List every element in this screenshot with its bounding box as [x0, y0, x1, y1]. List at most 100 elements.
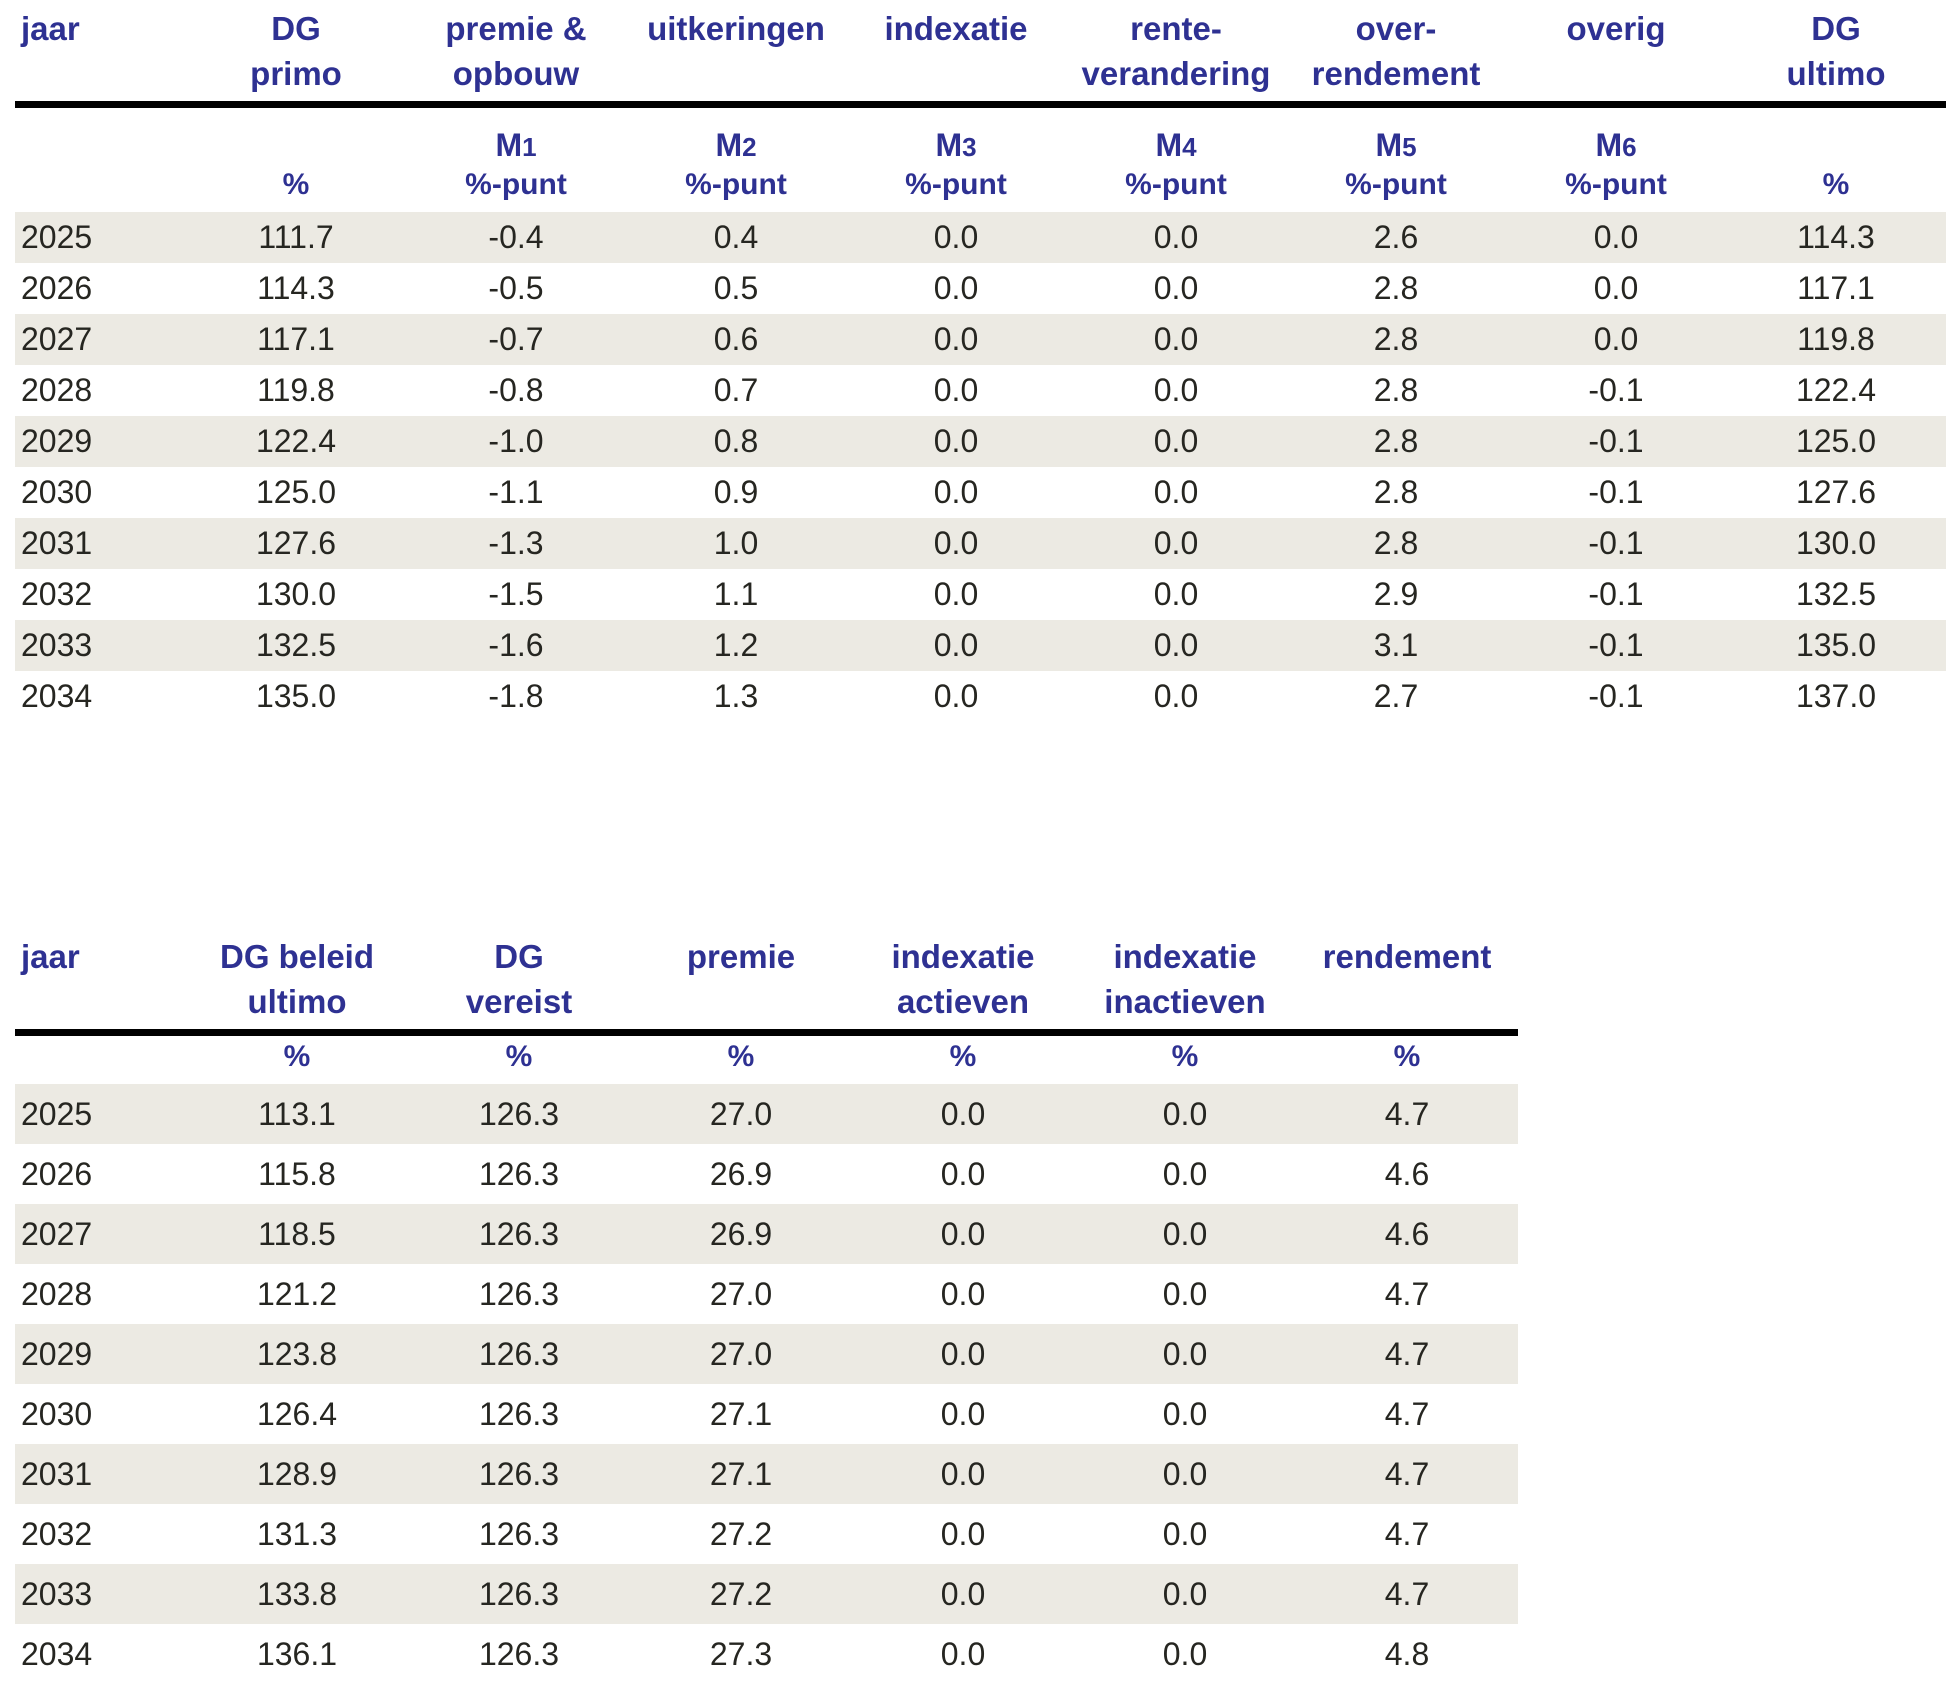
table-gap: [15, 722, 1959, 934]
year-cell: 2033: [21, 1575, 93, 1612]
value-cell: 0.0: [933, 678, 979, 714]
measure-label-m2: M2: [715, 127, 757, 163]
value-cell: 4.8: [1384, 1635, 1430, 1672]
value-cell: 125.0: [1795, 423, 1877, 459]
header-label-line: jaar: [21, 938, 80, 975]
unit-label: %-punt: [905, 168, 1007, 201]
year-cell: 2030: [21, 474, 93, 510]
year-cell: 2032: [21, 1515, 93, 1552]
value-cell: 0.0: [933, 270, 979, 306]
value-cell: 0.0: [940, 1095, 986, 1132]
value-cell: 2.7: [1373, 678, 1419, 714]
header-label-line: [626, 51, 846, 96]
value-cell: 130.0: [1795, 525, 1877, 561]
value-cell: 0.0: [940, 1455, 986, 1492]
header-label-line: inactieven: [1104, 983, 1266, 1020]
year-cell: 2034: [21, 678, 93, 714]
header-label-line: opbouw: [452, 55, 580, 92]
col-header-jaar: jaar: [15, 6, 186, 108]
value-cell: -0.1: [1588, 474, 1644, 510]
value-cell: 4.6: [1384, 1215, 1430, 1252]
value-cell: 126.3: [478, 1575, 560, 1612]
value-cell: 0.0: [1153, 627, 1199, 663]
value-cell: 117.1: [1797, 270, 1875, 306]
value-cell: 0.0: [1162, 1335, 1208, 1372]
value-cell: 2.8: [1373, 270, 1419, 306]
value-cell: 0.0: [940, 1155, 986, 1192]
header-label-line: DG beleid: [219, 938, 375, 975]
measure-label-m1: M1: [495, 127, 537, 163]
year-cell: 2029: [21, 423, 93, 459]
value-cell: 0.0: [940, 1575, 986, 1612]
table-row: 2025 113.1 126.3 27.0 0.0 0.0 4.7: [15, 1084, 1518, 1144]
value-cell: 132.5: [1795, 576, 1877, 612]
value-cell: 27.2: [709, 1575, 773, 1612]
col-header-rendement: rendement: [1296, 934, 1518, 1036]
table-row: 2034 135.0 -1.8 1.3 0.0 0.0 2.7 -0.1 137.0: [15, 671, 1946, 722]
col-header-indexatie: indexatie: [846, 6, 1066, 108]
value-cell: 1.2: [713, 627, 759, 663]
header-label-line: over-: [1355, 10, 1437, 47]
value-cell: 26.9: [709, 1215, 773, 1252]
value-cell: 27.3: [709, 1635, 773, 1672]
value-cell: 0.0: [1162, 1635, 1208, 1672]
value-cell: 0.0: [1162, 1575, 1208, 1612]
header-label-line: indexatie: [1113, 938, 1257, 975]
header-label-line: ultimo: [247, 983, 347, 1020]
measure-empty: [186, 105, 406, 165]
measure-label-m6: M6: [1595, 127, 1637, 163]
measure-row: M1 M2 M3 M4 M5 M6: [15, 105, 1946, 165]
value-cell: 126.3: [478, 1635, 560, 1672]
value-cell: -1.8: [488, 678, 544, 714]
col-header-premie: premie: [630, 934, 852, 1036]
unit-label: %: [282, 168, 310, 201]
value-cell: 121.2: [256, 1275, 338, 1312]
value-cell: 4.7: [1384, 1455, 1430, 1492]
value-cell: 0.0: [1153, 270, 1199, 306]
col-header-premie-opbouw: premie & opbouw: [406, 6, 626, 108]
value-cell: 2.9: [1373, 576, 1419, 612]
col-header-overig: overig: [1506, 6, 1726, 108]
table-row: 2028 121.2 126.3 27.0 0.0 0.0 4.7: [15, 1264, 1518, 1324]
unit-row: % %-punt %-punt %-punt %-punt %-punt %-punt%: [15, 164, 1946, 212]
value-cell: 2.8: [1373, 423, 1419, 459]
year-cell: 2032: [21, 576, 93, 612]
table-row: 2033 132.5 -1.6 1.2 0.0 0.0 3.1 -0.1 135.0: [15, 620, 1946, 671]
unit-label: %-punt: [685, 168, 787, 201]
value-cell: 27.2: [709, 1515, 773, 1552]
table-row: 2028 119.8 -0.8 0.7 0.0 0.0 2.8 -0.1 122.4: [15, 365, 1946, 416]
year-cell: 2030: [21, 1395, 93, 1432]
value-cell: 0.0: [940, 1335, 986, 1372]
value-cell: 0.0: [1162, 1515, 1208, 1552]
value-cell: 0.4: [713, 219, 759, 255]
table-row: 2027 117.1 -0.7 0.6 0.0 0.0 2.8 0.0 119.8: [15, 314, 1946, 365]
value-cell: 111.7: [258, 219, 334, 255]
table-row: 2026 115.8 126.3 26.9 0.0 0.0 4.6: [15, 1144, 1518, 1204]
value-cell: 126.3: [478, 1395, 560, 1432]
value-cell: 123.8: [256, 1335, 338, 1372]
header-label-line: premie: [686, 938, 796, 975]
header-label-line: [630, 979, 852, 1024]
value-cell: 137.0: [1795, 678, 1877, 714]
header-label-line: [1296, 979, 1518, 1024]
value-cell: 0.0: [940, 1515, 986, 1552]
value-cell: 136.1: [256, 1635, 338, 1672]
header-label-line: [21, 979, 186, 1024]
value-cell: 27.1: [709, 1395, 773, 1432]
unit-label: %: [1822, 168, 1850, 201]
col-header-dg-vereist: DG vereist: [408, 934, 630, 1036]
value-cell: 0.0: [1593, 219, 1639, 255]
header-label-line: actieven: [896, 983, 1030, 1020]
value-cell: 0.0: [1153, 525, 1199, 561]
value-cell: 126.3: [478, 1275, 560, 1312]
value-cell: 0.5: [713, 270, 759, 306]
value-cell: 126.3: [478, 1455, 560, 1492]
value-cell: 1.0: [713, 525, 759, 561]
unit-label: %: [505, 1040, 533, 1073]
measure-label-m5: M5: [1375, 127, 1417, 163]
value-cell: 0.8: [713, 423, 759, 459]
value-cell: 119.8: [257, 372, 335, 408]
header-label-line: ultimo: [1786, 55, 1886, 92]
header-label-line: vereist: [465, 983, 573, 1020]
